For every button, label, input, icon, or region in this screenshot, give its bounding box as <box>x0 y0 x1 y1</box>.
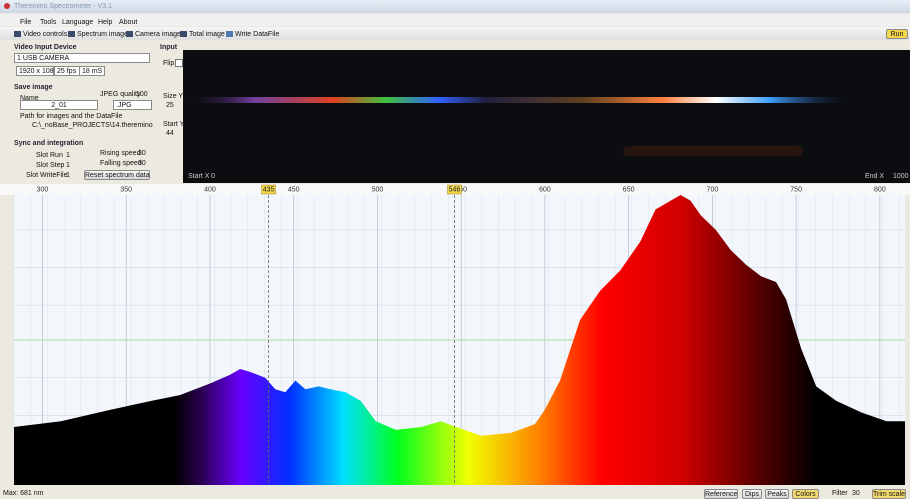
camera-background <box>183 50 910 183</box>
fps: 25 fps <box>54 66 80 76</box>
value[interactable]: 1 <box>66 171 70 180</box>
app-icon <box>4 3 10 9</box>
value[interactable]: 30 <box>138 149 146 158</box>
reference-button[interactable]: Reference <box>704 489 738 499</box>
label: Slot WriteFile <box>26 171 68 180</box>
spectral-line <box>188 97 848 103</box>
label: Slot Run <box>36 151 63 160</box>
path: C:\_noBase_PROJECTS\14.theremino <box>32 121 153 130</box>
x-tick-label: 450 <box>288 186 300 193</box>
resolution: 1920 x 1080 <box>16 66 54 76</box>
x-tick-label: 800 <box>874 186 886 193</box>
app: Theremino Spectrometer - V3.1 File Tools… <box>0 0 910 499</box>
label: Path for images and the DataFile <box>20 112 122 121</box>
marker-label: 546 <box>449 186 461 193</box>
group-title: Video Input Device <box>14 43 77 52</box>
label: Max: <box>3 490 18 497</box>
label: Filter <box>832 489 848 498</box>
camera-image: Start X 0 End X 1000 <box>183 50 910 183</box>
max-readout: Max: 681 nm <box>3 489 44 498</box>
label: End X <box>865 173 884 180</box>
group-title: Sync and integration <box>14 139 83 148</box>
toolbar-label: Video controls <box>23 31 67 38</box>
value[interactable]: 0 <box>211 173 215 180</box>
spectrum-chart: 300350400450500550600650700750800435546 <box>0 184 910 486</box>
quality-value[interactable]: 100 <box>136 90 148 99</box>
value: 681 <box>20 490 32 497</box>
menu-item[interactable]: Language <box>62 18 93 27</box>
toolbar-label: Write DataFile <box>235 31 279 38</box>
toolbar-button[interactable]: Video controls <box>14 30 67 39</box>
x-tick-label: 500 <box>372 186 384 193</box>
unit: nm <box>34 490 44 497</box>
value[interactable]: 1000 <box>893 173 909 180</box>
x-tick-label: 350 <box>120 186 132 193</box>
device-dropdown[interactable]: 1 USB CAMERA <box>14 53 150 63</box>
toolbar-button[interactable]: Camera image <box>126 30 181 39</box>
name-input[interactable]: 2_01 <box>20 100 98 110</box>
menu-item[interactable]: Help <box>98 18 112 27</box>
toolbar-label: Spectrum image <box>77 31 128 38</box>
label: Flip <box>163 59 174 68</box>
reflection <box>623 146 803 156</box>
title-bar <box>0 0 910 13</box>
label: Slot Step <box>36 161 64 170</box>
value[interactable]: 1 <box>66 151 70 160</box>
flip-checkbox[interactable] <box>175 59 183 67</box>
value[interactable]: 44 <box>166 129 174 138</box>
reset-button[interactable]: Reset spectrum data <box>84 170 150 180</box>
x-tick-label: 650 <box>623 186 635 193</box>
toolbar-button[interactable]: Spectrum image <box>68 30 128 39</box>
value[interactable]: 1 <box>66 161 70 170</box>
label: Rising speed <box>100 149 140 158</box>
label: Start Y <box>163 120 184 129</box>
x-tick-label: 300 <box>37 186 49 193</box>
value[interactable]: 30 <box>852 489 860 498</box>
peaks-button[interactable]: Peaks <box>765 489 789 499</box>
trim-button[interactable]: Trim scale <box>872 489 906 499</box>
window-title: Theremino Spectrometer - V3.1 <box>14 2 112 11</box>
dips-button[interactable]: Dips <box>742 489 762 499</box>
label: Start X <box>188 173 210 180</box>
value[interactable]: 30 <box>138 159 146 168</box>
menu-item[interactable]: About <box>119 18 137 27</box>
label: Falling speed <box>100 159 142 168</box>
menu-item[interactable]: File <box>20 18 31 27</box>
label: Size Y <box>163 92 183 101</box>
toolbar-label: Camera image <box>135 31 181 38</box>
x-tick-label: 400 <box>204 186 216 193</box>
x-tick-label: 700 <box>707 186 719 193</box>
toolbar-button[interactable]: Total image <box>180 30 225 39</box>
value[interactable]: 25 <box>166 101 174 110</box>
toolbar-label: Total image <box>189 31 225 38</box>
x-tick-label: 600 <box>539 186 551 193</box>
format-dropdown[interactable]: .JPG <box>113 100 152 110</box>
label: JPEG quality <box>100 90 140 99</box>
x-tick-label: 750 <box>790 186 802 193</box>
exposure: 18 mS <box>79 66 105 76</box>
run-button[interactable]: Run <box>886 29 908 39</box>
group-title: Input <box>160 43 177 52</box>
toolbar-button[interactable]: Write DataFile <box>226 30 279 39</box>
group-title: Save image <box>14 83 53 92</box>
menu-item[interactable]: Tools <box>40 18 56 27</box>
colors-button[interactable]: Colors <box>792 489 819 499</box>
marker-label: 435 <box>263 186 275 193</box>
